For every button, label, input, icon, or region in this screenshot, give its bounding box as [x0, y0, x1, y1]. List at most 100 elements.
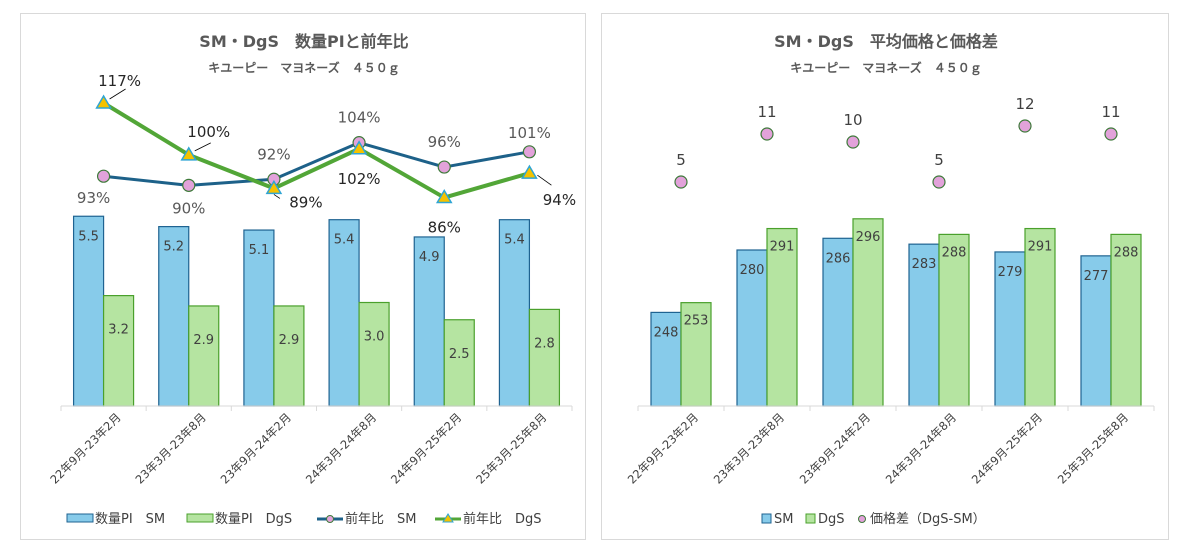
legend-label: 前年比 SM: [345, 511, 416, 527]
bar-data-label: 5.4: [504, 233, 525, 248]
bar-dgs: [273, 305, 305, 407]
marker-dgs: [435, 189, 453, 204]
x-tick-label: 23年9月-24年2月: [797, 410, 873, 486]
chart-quantity-pi: SM・DgS 数量PIと前年比 キユーピー マヨネーズ ４５０ｇ 5.5 5.2 5…: [20, 13, 586, 540]
x-tick-label: 22年9月-23年2月: [47, 410, 123, 486]
line-data-label-dgs: 94%: [543, 191, 576, 209]
legend-swatch: [186, 513, 214, 523]
bar-dgs: [766, 227, 798, 407]
x-tick-label: 24年9月-25年2月: [388, 410, 464, 486]
bar-data-label: 288: [942, 245, 967, 260]
line-data-label-sm: 93%: [77, 189, 110, 207]
bar-sm: [822, 237, 854, 407]
bar-data-label: 5.4: [334, 233, 355, 248]
chart-average-price-svg: SM・DgS 平均価格と価格差 キユーピー マヨネーズ ４５０ｇ 248 280 2…: [625, 32, 1155, 527]
price-diff-marker: [932, 175, 946, 189]
marker-sm: [522, 145, 537, 159]
bar-sm: [736, 249, 768, 407]
bar-data-label: 5.2: [163, 240, 184, 255]
line-data-label-dgs: 117%: [98, 72, 141, 90]
price-diff-label: 5: [676, 151, 686, 169]
legend-label: 数量PI SM: [95, 512, 165, 527]
bar-data-label: 5.1: [249, 243, 270, 258]
leader-line: [194, 142, 211, 152]
price-diff-label: 5: [934, 151, 944, 169]
line-data-label-dgs: 100%: [187, 123, 230, 141]
bar-sm: [158, 226, 190, 407]
legend-marker: [442, 513, 454, 523]
bar-dgs: [188, 305, 220, 407]
bar-data-label: 296: [856, 230, 881, 245]
bar-data-label: 277: [1084, 269, 1109, 284]
bar-dgs: [938, 233, 970, 407]
legend-marker: [326, 515, 334, 523]
legend-label: 数量PI DgS: [215, 512, 292, 527]
marker-dgs: [180, 146, 198, 161]
bar-dgs: [358, 301, 390, 407]
line-data-label-sm: 92%: [257, 145, 290, 163]
line-data-label-dgs: 86%: [428, 219, 461, 237]
line-data-label-sm: 96%: [428, 133, 461, 151]
chart-subtitle: キユーピー マヨネーズ ４５０ｇ: [790, 60, 981, 76]
marker-dgs: [521, 164, 538, 179]
bar-sm: [908, 243, 940, 407]
chart-title: SM・DgS 数量PIと前年比: [199, 32, 408, 51]
legend-swatch: [66, 513, 94, 523]
x-tick-label: 22年9月-23年2月: [625, 410, 701, 486]
legend-label: 価格差（DgS-SM）: [870, 511, 986, 527]
chart-subtitle: キユーピー マヨネーズ ４５０ｇ: [208, 60, 399, 76]
bar-data-label: 283: [912, 257, 937, 272]
line-data-label-dgs: 102%: [338, 170, 381, 188]
x-tick-label: 25年3月-25年8月: [473, 410, 549, 486]
bar-data-label: 2.5: [449, 347, 470, 362]
price-diff-label: 12: [1015, 95, 1034, 113]
x-tick-label: 23年9月-24年2月: [218, 410, 294, 486]
bar-data-label: 5.5: [78, 229, 99, 244]
line-dgs: [102, 101, 530, 200]
legend-swatch: [761, 513, 772, 524]
legend-swatch: [805, 513, 816, 524]
bar-data-label: 279: [998, 265, 1023, 280]
bar-data-label: 2.8: [534, 336, 555, 351]
marker-dgs: [265, 179, 283, 195]
bar-data-label: 2.9: [193, 333, 214, 348]
bar-dgs: [528, 308, 561, 407]
bar-data-label: 248: [654, 325, 679, 340]
bar-data-label: 3.0: [364, 330, 385, 345]
x-tick-label: 23年3月-23年8月: [132, 410, 208, 486]
line-sm: [103, 141, 530, 187]
price-diff-label: 11: [1101, 103, 1120, 121]
price-diff-label: 10: [843, 111, 862, 129]
bar-data-label: 288: [1114, 245, 1139, 260]
bar-dgs: [102, 295, 135, 407]
line-data-label-dgs: 89%: [289, 193, 322, 211]
x-tick-label: 24年9月-25年2月: [969, 410, 1045, 486]
chart-quantity-pi-svg: SM・DgS 数量PIと前年比 キユーピー マヨネーズ ４５０ｇ 5.5 5.2 5…: [47, 32, 576, 527]
chart-title: SM・DgS 平均価格と価格差: [774, 32, 998, 51]
line-data-label-sm: 101%: [508, 124, 551, 142]
x-tick-label: 23年3月-23年8月: [711, 410, 787, 486]
legend-label: SM: [774, 512, 793, 527]
leader-line: [109, 88, 126, 100]
bar-data-label: 280: [740, 263, 765, 278]
bar-sm: [243, 229, 275, 407]
price-diff-label: 11: [757, 103, 776, 121]
bar-data-label: 253: [684, 314, 709, 329]
line-data-label-sm: 104%: [338, 109, 381, 127]
legend-label: DgS: [818, 512, 845, 527]
bar-data-label: 291: [770, 240, 795, 255]
marker-sm: [437, 160, 451, 174]
legend-marker: [858, 515, 866, 523]
bar-data-label: 3.2: [108, 323, 129, 338]
bar-dgs: [1024, 227, 1056, 407]
bar-data-label: 4.9: [419, 250, 440, 265]
price-diff-marker: [760, 127, 774, 141]
price-diff-marker: [846, 135, 860, 149]
marker-sm: [96, 169, 111, 183]
bar-data-label: 2.9: [279, 333, 300, 348]
price-diff-marker: [1018, 119, 1032, 133]
leader-line: [273, 194, 281, 199]
x-tick-label: 24年3月-24年8月: [883, 410, 959, 486]
bar-data-label: 291: [1028, 240, 1053, 255]
line-data-label-sm: 90%: [172, 199, 205, 217]
